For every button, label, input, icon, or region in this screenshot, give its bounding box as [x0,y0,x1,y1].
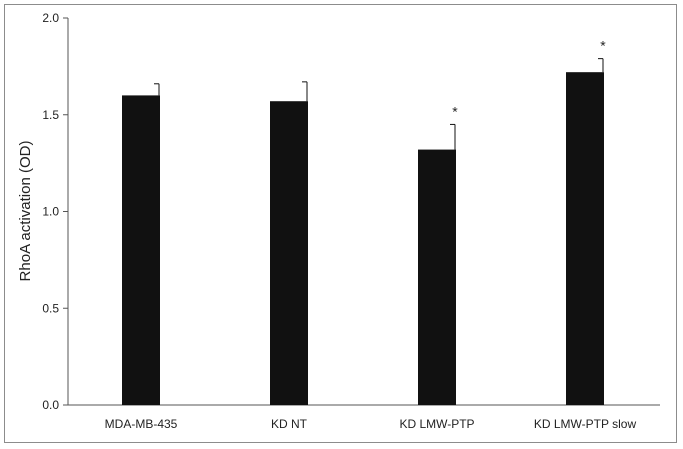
x-tick-label: MDA-MB-435 [105,417,178,431]
x-tick-label: KD LMW-PTP [399,417,474,431]
x-ticks: MDA-MB-435 KD NT KD LMW-PTP KD LMW-PTP slow [105,417,637,431]
significance-marker: * [452,103,458,119]
bar [270,101,308,405]
chart-frame [4,4,677,443]
x-tick-label: KD LMW-PTP slow [534,417,637,431]
significance-marker: * [600,38,606,54]
y-ticks: 0.0 0.5 1.0 1.5 2.0 [42,11,68,412]
y-tick-label: 0.0 [42,398,59,412]
y-tick-label: 0.5 [42,301,59,315]
bar [566,72,604,406]
y-tick-label: 1.5 [42,108,59,122]
y-tick-label: 2.0 [42,11,59,25]
bar [418,149,456,405]
y-axis-title: RhoA activation (OD) [17,141,34,282]
bars: ** [122,38,606,406]
bar [122,95,160,406]
x-tick-label: KD NT [271,417,308,431]
y-tick-label: 1.0 [42,205,59,219]
